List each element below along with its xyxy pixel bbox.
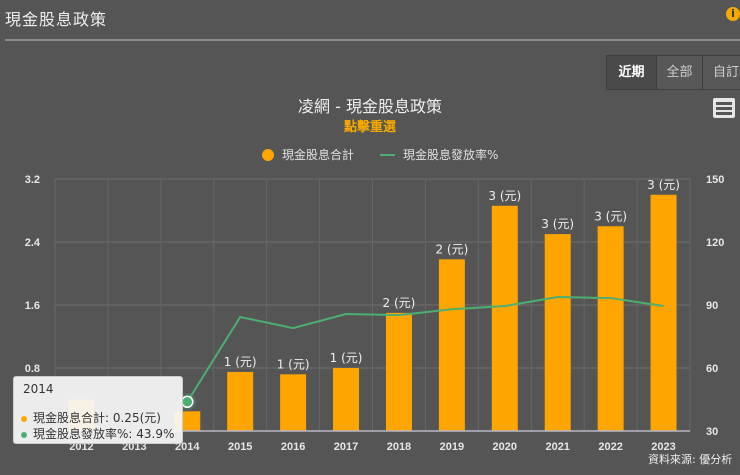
svg-text:3.2: 3.2 (25, 174, 40, 186)
bar-series (68, 194, 677, 431)
svg-text:150: 150 (706, 174, 724, 186)
svg-text:2 (元): 2 (元) (435, 242, 468, 256)
svg-text:2022: 2022 (598, 441, 622, 453)
data-source-credit: 資料來源: 優分析 (648, 453, 733, 466)
hamburger-menu-icon[interactable] (713, 98, 735, 118)
svg-text:90: 90 (706, 300, 718, 312)
range-button-group: 近期 全部 自訂 (606, 55, 740, 90)
page-title: 現金股息政策 (5, 10, 108, 29)
info-icon[interactable]: i (726, 7, 740, 21)
chart-subtitle-reset[interactable]: 點擊重選 (343, 120, 396, 135)
svg-text:2018: 2018 (387, 441, 411, 453)
chart-title: 凌網 - 現金股息政策 (298, 97, 442, 116)
chart-legend: 現金股息合計 現金股息發放率% (262, 146, 498, 163)
svg-text:1 (元): 1 (元) (224, 355, 257, 369)
svg-text:2015: 2015 (228, 441, 252, 453)
legend-bar-marker-icon (262, 148, 274, 161)
svg-text:3 (元): 3 (元) (541, 217, 574, 231)
svg-text:2017: 2017 (334, 441, 358, 453)
svg-text:1.6: 1.6 (25, 300, 40, 312)
svg-text:2023: 2023 (651, 441, 675, 453)
tooltip-bar-marker-icon (21, 415, 27, 422)
tooltip-row-dividend: 現金股息合計: 0.25(元) (33, 411, 161, 425)
svg-text:2012: 2012 (69, 441, 93, 453)
svg-text:2020: 2020 (493, 441, 517, 453)
svg-text:1 (元): 1 (元) (277, 357, 310, 371)
tooltip-line-marker-icon (21, 431, 27, 438)
svg-text:2021: 2021 (545, 441, 569, 453)
svg-text:2019: 2019 (440, 441, 464, 453)
range-all-button[interactable]: 全部 (657, 56, 703, 89)
legend-item-payout-ratio[interactable]: 現金股息發放率% (403, 148, 499, 162)
svg-text:120: 120 (706, 237, 724, 249)
svg-text:60: 60 (706, 363, 718, 375)
svg-text:1 (元): 1 (元) (330, 351, 363, 365)
bar-data-labels: 1 (元) 1 (元) 1 (元) 2 (元) 2 (元) 3 (元) 3 (元) 3 (元)… (224, 178, 680, 372)
range-recent-button[interactable]: 近期 (607, 56, 657, 89)
svg-text:2016: 2016 (281, 441, 305, 453)
svg-text:2014: 2014 (175, 441, 200, 453)
svg-text:2 (元): 2 (元) (383, 296, 416, 310)
tooltip-row-payout: 現金股息發放率%: 43.9% (33, 427, 175, 441)
svg-text:3 (元): 3 (元) (594, 209, 627, 223)
svg-text:2013: 2013 (122, 441, 146, 453)
range-custom-button[interactable]: 自訂 (703, 56, 740, 89)
svg-text:3 (元): 3 (元) (488, 189, 521, 203)
svg-text:30: 30 (706, 426, 718, 438)
tooltip-title: 2014 (23, 382, 54, 396)
svg-text:3 (元): 3 (元) (647, 178, 680, 192)
svg-text:2.4: 2.4 (25, 237, 41, 249)
chart-tooltip: 2014 現金股息合計: 0.25(元) 現金股息發放率%: 43.9% (13, 376, 183, 444)
svg-text:0.8: 0.8 (25, 363, 40, 375)
legend-item-dividend-total[interactable]: 現金股息合計 (282, 148, 355, 162)
title-divider (5, 39, 740, 41)
legend-line-marker-icon (380, 153, 396, 156)
